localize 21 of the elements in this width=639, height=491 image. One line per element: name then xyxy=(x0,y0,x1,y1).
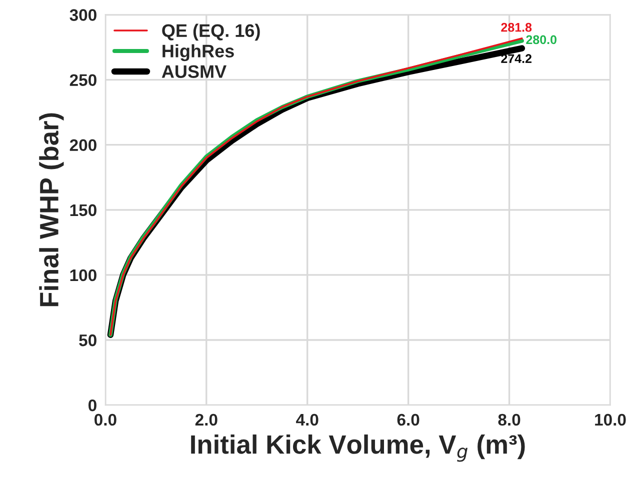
legend-label: AUSMV xyxy=(162,65,226,78)
data-label: 280.0 xyxy=(526,35,556,44)
y-tick-label: 200 xyxy=(70,139,96,152)
y-tick-label: 250 xyxy=(70,74,96,86)
y-tick-label: 150 xyxy=(70,204,96,216)
data-label: 281.8 xyxy=(501,22,532,32)
y-axis-title: Final WHP (bar) xyxy=(39,113,64,306)
x-tick-label: 6.0 xyxy=(397,414,420,426)
y-tick-label: 300 xyxy=(70,9,96,21)
y-tick-label: 0 xyxy=(88,399,96,412)
x-tick-label: 2.0 xyxy=(195,414,218,426)
x-tick-label: 8.0 xyxy=(498,414,520,426)
legend-label: QE (EQ. 16) xyxy=(162,24,260,41)
x-axis-title: Initial Kick Volume, V$_{g}$ (m³) xyxy=(191,434,525,462)
x-tick-label: 10.0 xyxy=(595,414,626,426)
data-label: 274.2 xyxy=(501,54,532,63)
y-tick-label: 100 xyxy=(70,269,96,282)
y-tick-label: 50 xyxy=(79,334,96,346)
legend-label: HighRes xyxy=(162,44,234,62)
x-tick-label: 0.0 xyxy=(94,414,116,426)
x-tick-label: 4.0 xyxy=(296,414,318,426)
